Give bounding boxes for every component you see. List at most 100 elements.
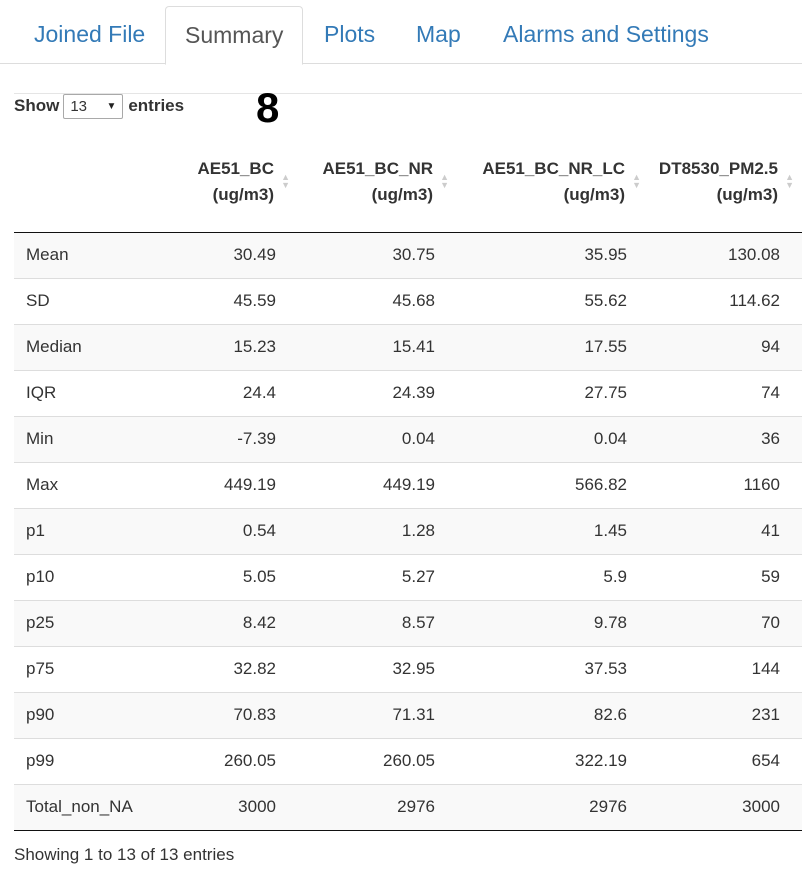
column-header-ae51-bc-nr-lc[interactable]: AE51_BC_NR_LC (ug/m3) ▲ ▼ — [457, 140, 649, 233]
table-cell: 45.68 — [298, 277, 457, 324]
table-row: p25 8.42 8.57 9.78 70 — [14, 599, 802, 646]
row-statistic-name: Total_non_NA — [14, 783, 146, 831]
table-cell: 1.28 — [298, 507, 457, 554]
divider — [14, 93, 802, 94]
table-cell: 24.4 — [146, 369, 298, 416]
summary-table: AE51_BC (ug/m3) ▲ ▼ AE51_BC_NR (ug/m3) ▲ ▼… — [14, 140, 802, 831]
table-row: Median 15.23 15.41 17.55 94 — [14, 323, 802, 370]
column-header-unit: (ug/m3) — [212, 185, 274, 204]
tab-summary[interactable]: Summary — [165, 6, 304, 65]
sort-both-icon: ▲ ▼ — [281, 172, 290, 190]
table-cell: 30.49 — [146, 232, 298, 278]
table-cell: 322.19 — [457, 737, 649, 784]
row-statistic-name: IQR — [14, 369, 146, 416]
table-cell: 0.54 — [146, 507, 298, 554]
table-cell: 24.39 — [298, 369, 457, 416]
column-header-statistic — [14, 140, 146, 233]
tab-plots[interactable]: Plots — [324, 21, 376, 47]
table-cell: 55.62 — [457, 277, 649, 324]
entries-length-control: Show 13 ▼ entries — [14, 93, 184, 119]
table-row: Total_non_NA 3000 2976 2976 3000 — [14, 783, 802, 831]
table-cell: -7.39 — [146, 415, 298, 462]
table-row: Min -7.39 0.04 0.04 36 — [14, 415, 802, 462]
table-row: Mean 30.49 30.75 35.95 130.08 — [14, 232, 802, 278]
table-cell: 15.23 — [146, 323, 298, 370]
table-cell: 70.83 — [146, 691, 298, 738]
table-cell: 30.75 — [298, 232, 457, 278]
table-cell: 0.04 — [457, 415, 649, 462]
table-cell: 9.78 — [457, 599, 649, 646]
table-cell: 566.82 — [457, 461, 649, 508]
column-header-unit: (ug/m3) — [371, 185, 433, 204]
table-cell: 74 — [649, 369, 802, 416]
table-cell: 8.57 — [298, 599, 457, 646]
entries-select-value: 13 — [70, 97, 88, 115]
table-cell: 114.62 — [649, 277, 802, 324]
row-statistic-name: Min — [14, 415, 146, 462]
table-cell: 59 — [649, 553, 802, 600]
table-cell: 8.42 — [146, 599, 298, 646]
tab-bar: Joined File Summary Plots Map Alarms and… — [0, 0, 802, 65]
row-statistic-name: SD — [14, 277, 146, 324]
row-statistic-name: Median — [14, 323, 146, 370]
table-cell: 32.95 — [298, 645, 457, 692]
row-statistic-name: p99 — [14, 737, 146, 784]
column-header-name: AE51_BC_NR — [322, 159, 433, 178]
table-row: p75 32.82 32.95 37.53 144 — [14, 645, 802, 692]
sort-both-icon: ▲ ▼ — [785, 172, 794, 190]
entries-select[interactable]: 13 ▼ — [63, 93, 124, 119]
column-header-name: AE51_BC_NR_LC — [482, 159, 625, 178]
table-cell: 2976 — [457, 783, 649, 831]
table-cell: 2976 — [298, 783, 457, 831]
column-header-ae51-bc[interactable]: AE51_BC (ug/m3) ▲ ▼ — [146, 140, 298, 233]
table-cell: 144 — [649, 645, 802, 692]
table-cell: 260.05 — [146, 737, 298, 784]
table-row: p90 70.83 71.31 82.6 231 — [14, 691, 802, 738]
tab-map[interactable]: Map — [416, 21, 461, 47]
tab-alarms-and-settings[interactable]: Alarms and Settings — [503, 21, 709, 47]
table-cell: 71.31 — [298, 691, 457, 738]
table-row: p10 5.05 5.27 5.9 59 — [14, 553, 802, 600]
table-body: Mean 30.49 30.75 35.95 130.08 SD 45.59 45.68 55.… — [14, 232, 802, 831]
table-row: Max 449.19 449.19 566.82 1160 — [14, 461, 802, 508]
table-row: p1 0.54 1.28 1.45 41 — [14, 507, 802, 554]
sort-both-icon: ▲ ▼ — [632, 172, 641, 190]
table-cell: 27.75 — [457, 369, 649, 416]
column-header-unit: (ug/m3) — [563, 185, 625, 204]
table-cell: 70 — [649, 599, 802, 646]
table-row: SD 45.59 45.68 55.62 114.62 — [14, 277, 802, 324]
column-header-dt8530-pm25[interactable]: DT8530_PM2.5 (ug/m3) ▲ ▼ — [649, 140, 802, 233]
table-cell: 41 — [649, 507, 802, 554]
show-label: Show — [14, 96, 60, 115]
table-cell: 15.41 — [298, 323, 457, 370]
table-cell: 0.04 — [298, 415, 457, 462]
row-statistic-name: p25 — [14, 599, 146, 646]
column-header-name: DT8530_PM2.5 — [658, 159, 778, 178]
table-cell: 17.55 — [457, 323, 649, 370]
table-header-row: AE51_BC (ug/m3) ▲ ▼ AE51_BC_NR (ug/m3) ▲ ▼… — [14, 140, 802, 233]
table-cell: 5.05 — [146, 553, 298, 600]
table-cell: 3000 — [146, 783, 298, 831]
table-cell: 449.19 — [298, 461, 457, 508]
table-cell: 32.82 — [146, 645, 298, 692]
row-statistic-name: Max — [14, 461, 146, 508]
column-header-ae51-bc-nr[interactable]: AE51_BC_NR (ug/m3) ▲ ▼ — [298, 140, 457, 233]
row-statistic-name: p90 — [14, 691, 146, 738]
table-cell: 130.08 — [649, 232, 802, 278]
table-cell: 36 — [649, 415, 802, 462]
table-cell: 231 — [649, 691, 802, 738]
entries-label: entries — [128, 96, 185, 115]
column-header-name: AE51_BC — [197, 159, 274, 178]
big-number-output: 8 — [256, 84, 280, 131]
table-cell: 1160 — [649, 461, 802, 508]
chevron-down-icon: ▼ — [106, 100, 117, 112]
table-cell: 5.27 — [298, 553, 457, 600]
table-cell: 654 — [649, 737, 802, 784]
table-cell: 449.19 — [146, 461, 298, 508]
table-cell: 1.45 — [457, 507, 649, 554]
table-cell: 94 — [649, 323, 802, 370]
row-statistic-name: p75 — [14, 645, 146, 692]
table-cell: 3000 — [649, 783, 802, 831]
tab-joined-file[interactable]: Joined File — [34, 21, 146, 47]
